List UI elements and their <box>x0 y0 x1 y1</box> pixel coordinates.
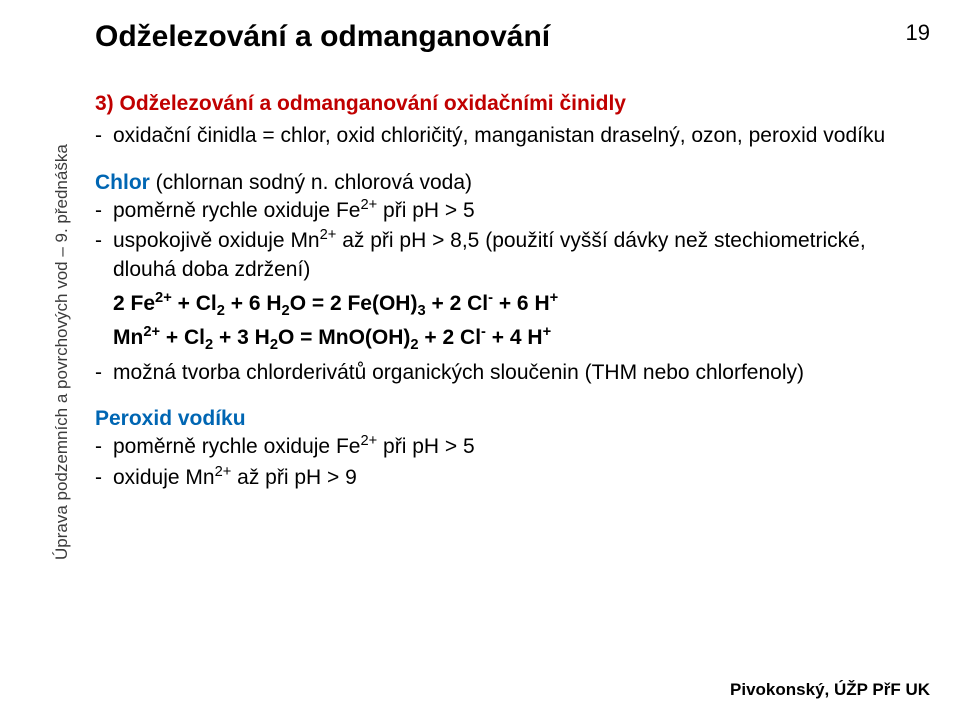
bullet-text: poměrně rychle oxiduje Fe2+ při pH > 5 <box>113 197 915 225</box>
section-heading: 3) Odželezování a odmanganování oxidační… <box>95 90 915 118</box>
sidebar-rotated-text: Úprava podzemních a povrchových vod – 9.… <box>52 144 72 560</box>
chlor-head-tail: (chlornan sodný n. chlorová voda) <box>150 171 472 194</box>
equation-mn: Mn2+ + Cl2 + 3 H2O = MnO(OH)2 + 2 Cl- + … <box>113 324 915 352</box>
bullet-text: možná tvorba chlorderivátů organických s… <box>113 359 915 387</box>
page-number: 19 <box>906 20 930 46</box>
chlor-heading: Chlor (chlornan sodný n. chlorová voda) <box>95 169 915 197</box>
bullet-perox-1: - poměrně rychle oxiduje Fe2+ při pH > 5 <box>95 433 915 461</box>
bullet-chlor-3: - možná tvorba chlorderivátů organických… <box>95 359 915 387</box>
equation-fe: 2 Fe2+ + Cl2 + 6 H2O = 2 Fe(OH)3 + 2 Cl-… <box>113 290 915 318</box>
bullet-text: poměrně rychle oxiduje Fe2+ při pH > 5 <box>113 433 915 461</box>
main-content: 3) Odželezování a odmanganování oxidační… <box>95 90 915 494</box>
bullet-chlor-2: - uspokojivě oxiduje Mn2+ až při pH > 8,… <box>95 227 915 284</box>
bullet-text: oxidační činidla = chlor, oxid chloričit… <box>113 122 915 150</box>
page-title: Odželezování a odmanganování <box>95 20 550 54</box>
bullet-oxidacni-cinidla: - oxidační činidla = chlor, oxid chlorič… <box>95 122 915 150</box>
bullet-perox-2: - oxiduje Mn2+ až při pH > 9 <box>95 464 915 492</box>
footer-author: Pivokonský, ÚŽP PřF UK <box>730 680 930 700</box>
bullet-chlor-1: - poměrně rychle oxiduje Fe2+ při pH > 5 <box>95 197 915 225</box>
chlor-head-word: Chlor <box>95 171 150 194</box>
bullet-text: uspokojivě oxiduje Mn2+ až při pH > 8,5 … <box>113 227 915 284</box>
peroxid-heading: Peroxid vodíku <box>95 405 915 433</box>
bullet-text: oxiduje Mn2+ až při pH > 9 <box>113 464 915 492</box>
